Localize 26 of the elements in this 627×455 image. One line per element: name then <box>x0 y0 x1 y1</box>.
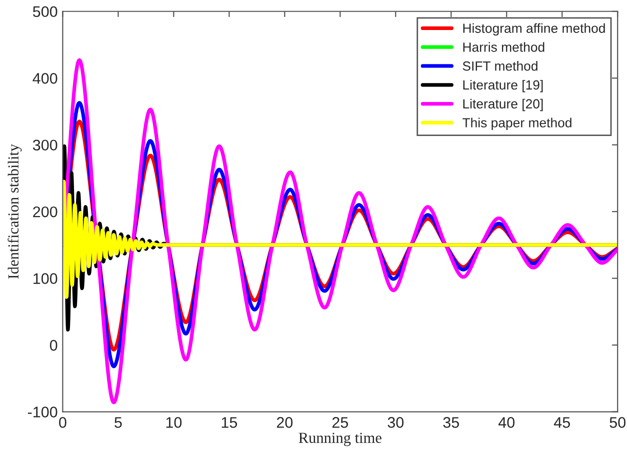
x-tick-label: 35 <box>443 417 459 428</box>
y-tick-label: -100 <box>28 406 58 418</box>
x-tick-label: 50 <box>610 417 626 428</box>
x-axis-title: Running time <box>298 432 382 446</box>
x-tick-label: 45 <box>554 417 570 428</box>
x-tick-label: 10 <box>166 417 182 428</box>
x-tick-label: 15 <box>222 417 238 428</box>
y-tick-label: 0 <box>50 340 58 351</box>
y-tick-label: 400 <box>32 72 58 84</box>
y-axis-title: Identification stability <box>8 144 22 279</box>
x-tick-label: 5 <box>114 417 122 428</box>
legend-label: Literature [19] <box>463 80 543 92</box>
legend-label: This paper method <box>462 118 572 130</box>
x-tick-label: 20 <box>276 417 293 428</box>
x-tick-label: 25 <box>332 417 348 428</box>
x-tick-label: 0 <box>59 417 66 428</box>
legend-label: SIFT method <box>462 61 538 71</box>
y-tick-label: 100 <box>34 273 58 284</box>
y-tick-label: 500 <box>32 6 58 18</box>
x-tick-label: 40 <box>498 417 515 428</box>
y-tick-label: 200 <box>33 206 58 218</box>
legend-label: Harris method <box>463 42 544 52</box>
legend-label: Histogram affine method <box>463 23 605 36</box>
y-tick-label: 300 <box>32 140 58 151</box>
x-tick-label: 30 <box>388 417 404 428</box>
legend-label: Literature [20] <box>463 98 543 112</box>
